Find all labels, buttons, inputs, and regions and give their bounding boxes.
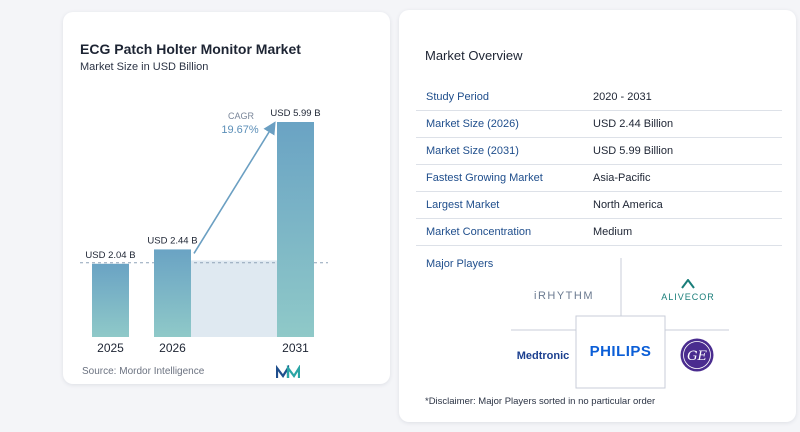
overview-card: Market Overview Study Period 2020 - 2031… bbox=[399, 10, 796, 422]
philips-logo-text: PHILIPS bbox=[589, 342, 652, 360]
overview-title: Market Overview bbox=[425, 48, 523, 63]
chart-subtitle: Market Size in USD Billion bbox=[80, 61, 209, 73]
overview-label: Study Period bbox=[426, 91, 489, 103]
overview-value: North America bbox=[593, 199, 663, 211]
overview-value: Asia-Pacific bbox=[593, 172, 651, 184]
mordor-logo-icon bbox=[276, 365, 300, 378]
medtronic-logo-text: Medtronic bbox=[516, 350, 570, 362]
overview-value: USD 5.99 Billion bbox=[593, 145, 674, 157]
overview-label: Market Concentration bbox=[426, 226, 532, 238]
philips-logo: PHILIPS bbox=[576, 338, 665, 364]
players-grid bbox=[511, 258, 729, 389]
data-label-2025: USD 2.04 B bbox=[85, 250, 135, 261]
data-label-2031: USD 5.99 B bbox=[270, 108, 320, 119]
overview-label: Largest Market bbox=[426, 199, 500, 211]
overview-table: Study Period 2020 - 2031 Market Size (20… bbox=[416, 84, 782, 246]
overview-label: Market Size (2026) bbox=[426, 118, 519, 130]
alivecor-mark-icon bbox=[681, 278, 695, 289]
overview-value: USD 2.44 Billion bbox=[593, 118, 674, 130]
overview-row: Market Size (2026) USD 2.44 Billion bbox=[416, 111, 782, 138]
overview-value: 2020 - 2031 bbox=[593, 91, 652, 103]
overview-row: Largest Market North America bbox=[416, 192, 782, 219]
overview-row: Fastest Growing Market Asia-Pacific bbox=[416, 165, 782, 192]
source-note: Source: Mordor Intelligence bbox=[82, 366, 205, 377]
ge-logo-text: GE bbox=[687, 349, 707, 364]
tick-label-2026: 2026 bbox=[159, 341, 186, 355]
alivecor-logo: ALIVECOR bbox=[643, 272, 733, 308]
overview-value: Medium bbox=[593, 226, 633, 238]
data-label-2026: USD 2.44 B bbox=[147, 235, 197, 246]
irhythm-logo-text: iRHYTHM bbox=[534, 290, 594, 302]
major-players-title: Major Players bbox=[426, 258, 494, 270]
overview-label: Market Size (2031) bbox=[426, 145, 519, 157]
irhythm-logo: iRHYTHM bbox=[519, 286, 609, 306]
tick-label-2025: 2025 bbox=[97, 341, 124, 355]
overview-row: Market Concentration Medium bbox=[416, 219, 782, 246]
alivecor-logo-text: ALIVECOR bbox=[661, 291, 715, 302]
overview-row: Study Period 2020 - 2031 bbox=[416, 84, 782, 111]
overview-label: Fastest Growing Market bbox=[426, 172, 543, 184]
cagr-arrow bbox=[193, 121, 276, 254]
cagr-label: CAGR bbox=[228, 111, 255, 121]
bar-2026 bbox=[154, 249, 191, 337]
medtronic-logo: Medtronic bbox=[511, 346, 575, 366]
bar-2025 bbox=[92, 263, 129, 337]
overview-row: Market Size (2031) USD 5.99 Billion bbox=[416, 138, 782, 165]
chart-title: ECG Patch Holter Monitor Market bbox=[80, 41, 301, 57]
cagr-value: 19.67% bbox=[221, 124, 259, 136]
tick-label-2031: 2031 bbox=[282, 341, 309, 355]
ge-logo: GE bbox=[678, 336, 716, 374]
disclaimer: *Disclaimer: Major Players sorted in no … bbox=[425, 396, 656, 407]
bar-2031 bbox=[277, 122, 314, 337]
ge-monogram-icon: GE bbox=[680, 338, 714, 372]
